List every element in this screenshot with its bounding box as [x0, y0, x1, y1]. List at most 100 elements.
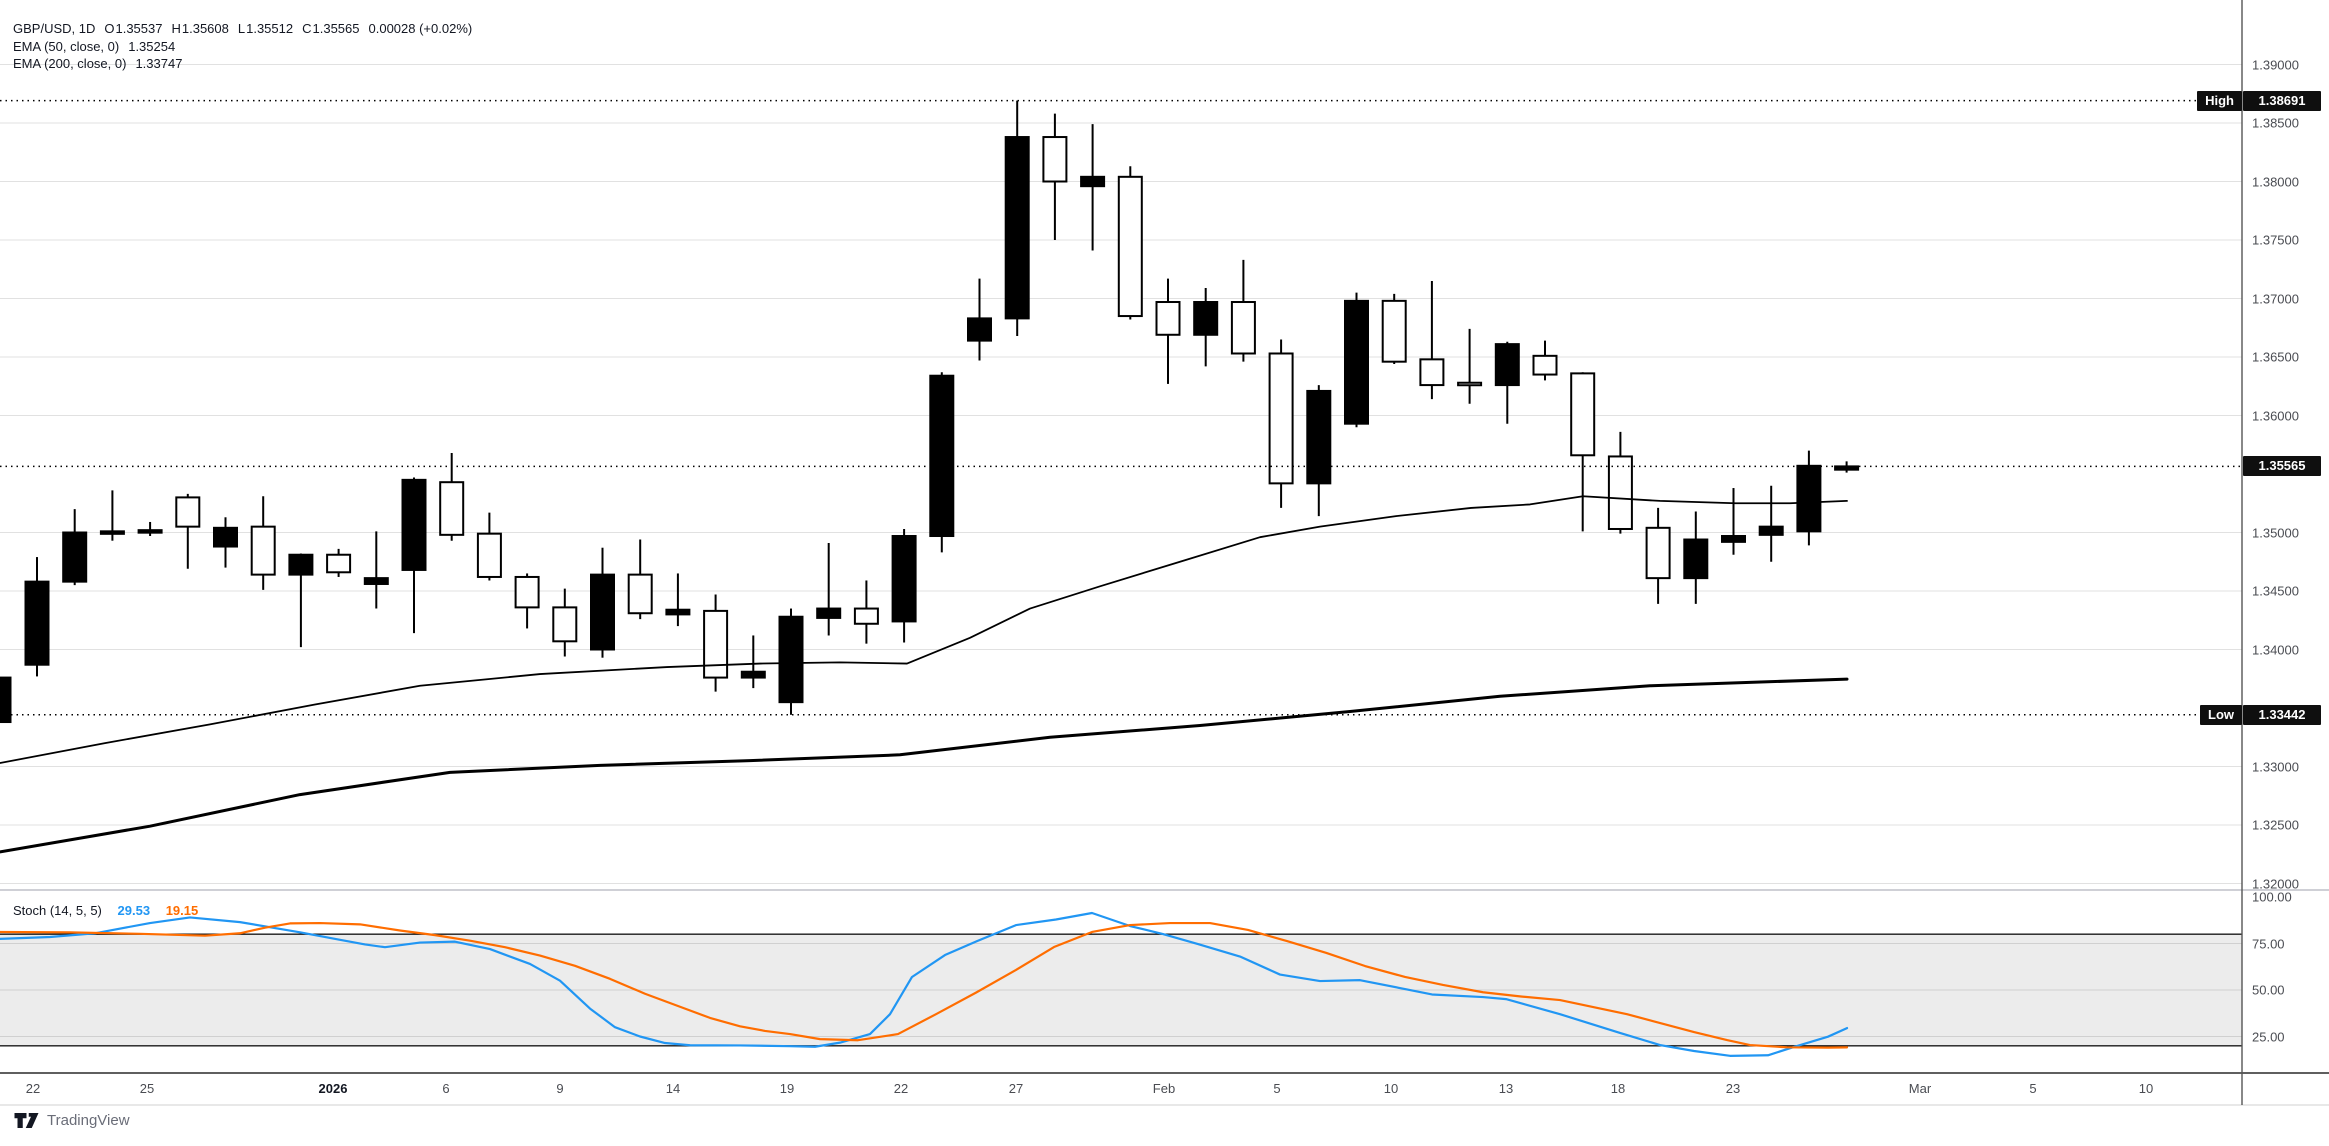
stoch-tick-label: 75.00 — [2252, 936, 2285, 951]
ema50-name: EMA (50, close, 0) — [13, 39, 120, 54]
candle-body[interactable] — [1683, 538, 1709, 580]
candle-body[interactable] — [816, 607, 842, 619]
candle-body[interactable] — [0, 676, 12, 724]
candle-body[interactable] — [1834, 465, 1860, 471]
candle-body[interactable] — [967, 317, 992, 342]
time-tick-label[interactable]: 18 — [1610, 1081, 1626, 1096]
candle-body[interactable] — [665, 608, 691, 616]
price-tick-label: 1.38500 — [2252, 115, 2299, 131]
price-tick-label: 1.34500 — [2252, 583, 2299, 599]
candle-body[interactable] — [213, 526, 238, 548]
time-tick-label[interactable]: 19 — [779, 1081, 795, 1096]
price-tick-label: 1.35000 — [2252, 525, 2299, 540]
ohlc-key: O — [104, 21, 115, 36]
candle-body[interactable] — [1796, 464, 1822, 533]
time-tick-label[interactable]: 10 — [2138, 1081, 2154, 1096]
stoch-legend[interactable]: Stoch (14, 5, 5) 29.53 19.15 — [13, 903, 198, 918]
candle-body[interactable] — [1570, 372, 1596, 457]
candle-body[interactable] — [1268, 352, 1294, 485]
time-tick-label[interactable]: Feb — [1152, 1081, 1176, 1096]
time-tick-label[interactable]: 25 — [139, 1081, 155, 1096]
stoch-band — [0, 934, 2242, 1046]
candle-body[interactable] — [1042, 136, 1068, 183]
stoch-tick-label: 100.00 — [2252, 889, 2292, 905]
ohlc-values: O1.35537 H1.35608 L1.35512 C1.35565 — [95, 21, 359, 36]
price-tick-label: 1.33000 — [2252, 759, 2299, 774]
candle-body[interactable] — [1645, 526, 1671, 580]
candle-body[interactable] — [1117, 175, 1143, 318]
candle-body[interactable] — [62, 531, 88, 583]
candle-body[interactable] — [363, 577, 389, 585]
candle-body[interactable] — [326, 553, 352, 574]
ohlc-value: 1.35537 — [115, 21, 163, 36]
ema200-legend[interactable]: EMA (200, close, 0) 1.33747 — [13, 56, 182, 71]
candle-body[interactable] — [1004, 136, 1030, 320]
candle-body[interactable] — [401, 478, 427, 571]
time-tick-label[interactable]: 5 — [1273, 1081, 1281, 1096]
candle-body[interactable] — [891, 535, 917, 623]
candle-body[interactable] — [1381, 299, 1407, 363]
stoch-d-value: 19.15 — [165, 903, 199, 918]
candle-body[interactable] — [703, 609, 729, 679]
time-tick-label[interactable]: 9 — [556, 1081, 564, 1096]
candle-body[interactable] — [99, 530, 125, 535]
candle-body[interactable] — [627, 573, 653, 615]
candle-body[interactable] — [590, 573, 615, 651]
time-tick-label[interactable]: 23 — [1725, 1081, 1741, 1096]
ema200-name: EMA (200, close, 0) — [13, 56, 127, 71]
candle-body[interactable] — [1721, 535, 1746, 543]
candle-body[interactable] — [439, 481, 465, 536]
price-tick-label: 1.34000 — [2252, 642, 2299, 657]
candle-body[interactable] — [1419, 358, 1445, 387]
candle-body[interactable] — [250, 525, 276, 576]
change-value: 0.00028 (+0.02%) — [368, 21, 473, 36]
candle-body[interactable] — [24, 580, 50, 666]
candle-body[interactable] — [1344, 299, 1369, 425]
candle-body[interactable] — [929, 374, 955, 538]
time-tick-label[interactable]: 13 — [1498, 1081, 1514, 1096]
stoch-tick-label: 25.00 — [2252, 1029, 2285, 1044]
time-tick-label[interactable]: 14 — [665, 1081, 681, 1096]
candle-body[interactable] — [740, 670, 766, 679]
candle-body[interactable] — [175, 496, 201, 528]
time-tick-label[interactable]: 6 — [442, 1081, 450, 1096]
time-tick-label[interactable]: 2026 — [318, 1081, 348, 1096]
candle-body[interactable] — [853, 607, 879, 625]
candle-body[interactable] — [778, 615, 804, 704]
high-marker-label: High — [2197, 90, 2242, 111]
candle-body[interactable] — [1155, 301, 1181, 336]
time-tick-label[interactable]: 22 — [25, 1081, 41, 1096]
candle-body[interactable] — [476, 532, 502, 578]
candle-body[interactable] — [1230, 301, 1256, 355]
ohlc-key: C — [302, 21, 312, 36]
time-tick-label[interactable]: 10 — [1383, 1081, 1399, 1096]
ohlc-value: 1.35565 — [312, 21, 360, 36]
ema50-legend[interactable]: EMA (50, close, 0) 1.35254 — [13, 39, 175, 54]
candle-body[interactable] — [1080, 175, 1106, 188]
candle-body[interactable] — [1607, 455, 1633, 530]
candle-body[interactable] — [1457, 381, 1483, 387]
candle-body[interactable] — [1494, 343, 1520, 387]
stoch-D-line — [0, 921, 1849, 1049]
candle-body[interactable] — [288, 553, 314, 576]
candle-body[interactable] — [514, 575, 540, 609]
candle-body[interactable] — [1193, 301, 1219, 336]
time-tick-label[interactable]: 27 — [1008, 1081, 1024, 1096]
ohlc-value: 1.35608 — [181, 21, 229, 36]
last-price-badge[interactable]: 1.35565 — [2243, 456, 2321, 477]
candle-body[interactable] — [552, 606, 578, 643]
symbol-legend[interactable]: GBP/USD, 1D O1.35537 H1.35608 L1.35512 C1.35… — [13, 21, 472, 36]
tradingview-logo[interactable]: TradingView — [13, 1110, 130, 1131]
low-marker-label: Low — [2200, 704, 2242, 725]
time-tick-label[interactable]: Mar — [1908, 1081, 1932, 1096]
price-tick-label: 1.39000 — [2252, 57, 2299, 72]
time-tick-label[interactable]: 22 — [893, 1081, 909, 1096]
price-tick-label: 1.32000 — [2252, 876, 2299, 891]
candle-body[interactable] — [1532, 354, 1558, 376]
time-tick-label[interactable]: 5 — [2029, 1081, 2037, 1096]
candle-body[interactable] — [1306, 389, 1332, 485]
candle-body[interactable] — [1758, 525, 1784, 536]
candle-body[interactable] — [137, 529, 163, 534]
